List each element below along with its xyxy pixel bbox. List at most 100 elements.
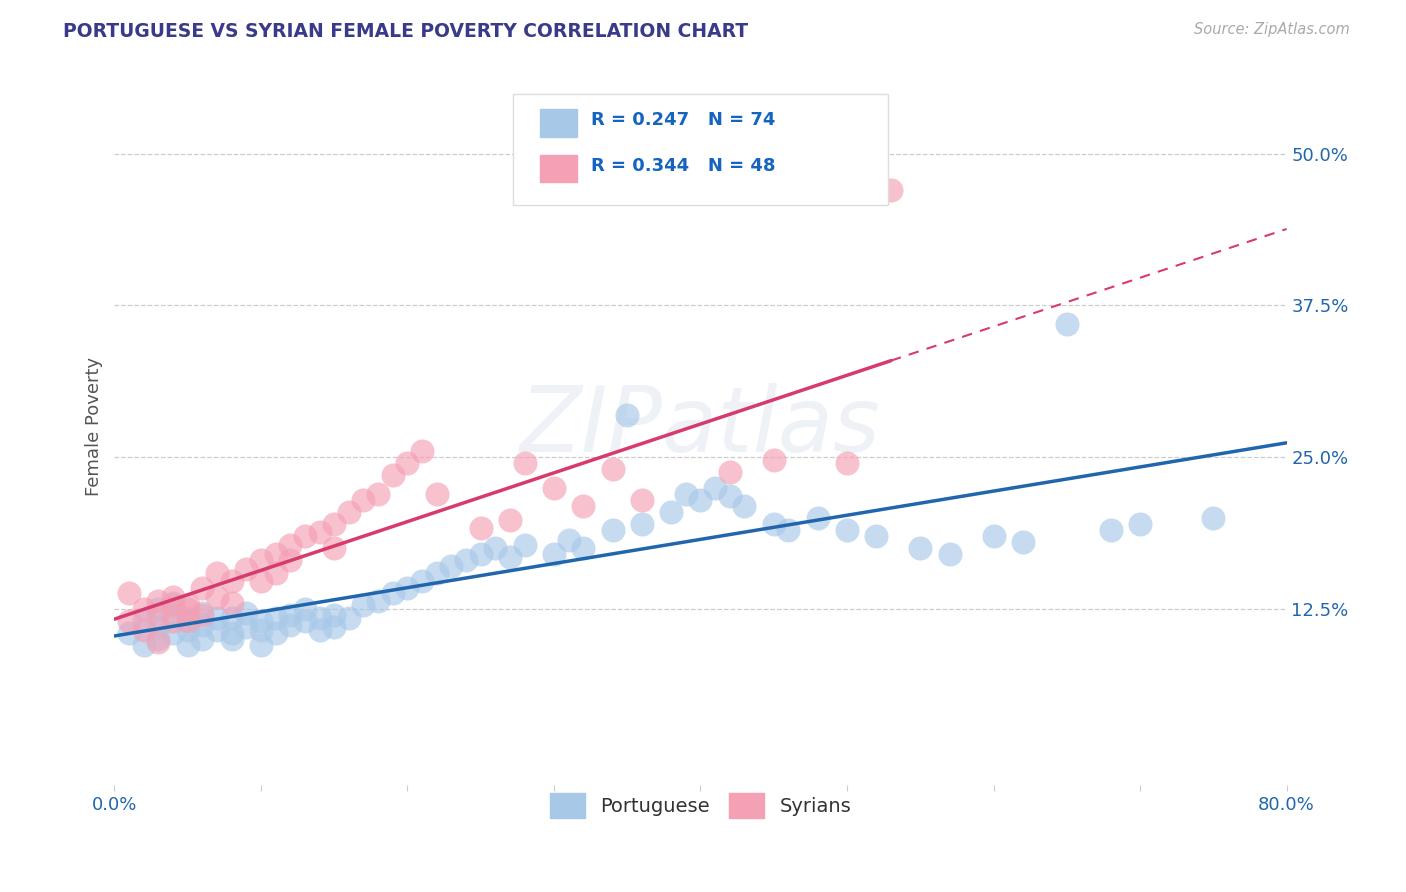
- Point: [176, 614, 198, 628]
- Point: [221, 626, 243, 640]
- Point: [264, 626, 287, 640]
- Point: [221, 632, 243, 647]
- Point: [543, 481, 565, 495]
- Point: [278, 553, 301, 567]
- Point: [308, 525, 330, 540]
- Point: [148, 635, 170, 649]
- Point: [162, 590, 184, 604]
- Point: [235, 606, 257, 620]
- Point: [470, 547, 492, 561]
- Point: [132, 639, 155, 653]
- FancyBboxPatch shape: [513, 94, 889, 204]
- Point: [148, 632, 170, 647]
- Point: [426, 486, 449, 500]
- Point: [733, 499, 755, 513]
- Point: [499, 513, 522, 527]
- Point: [718, 489, 741, 503]
- Point: [337, 610, 360, 624]
- Text: ZIPatlas: ZIPatlas: [520, 383, 882, 471]
- Point: [704, 481, 727, 495]
- Point: [323, 541, 346, 556]
- Point: [162, 596, 184, 610]
- Point: [235, 562, 257, 576]
- Point: [367, 593, 389, 607]
- Point: [631, 516, 654, 531]
- Point: [264, 610, 287, 624]
- Point: [162, 626, 184, 640]
- Point: [718, 465, 741, 479]
- Text: R = 0.344   N = 48: R = 0.344 N = 48: [592, 157, 776, 175]
- Point: [807, 511, 830, 525]
- Point: [602, 523, 624, 537]
- Point: [513, 538, 536, 552]
- Point: [118, 586, 141, 600]
- Point: [176, 639, 198, 653]
- Point: [132, 623, 155, 637]
- Point: [148, 602, 170, 616]
- Point: [176, 614, 198, 628]
- Legend: Portuguese, Syrians: Portuguese, Syrians: [541, 785, 859, 826]
- Point: [294, 614, 316, 628]
- Point: [1056, 317, 1078, 331]
- Point: [191, 632, 214, 647]
- Point: [381, 586, 404, 600]
- Point: [162, 599, 184, 613]
- Point: [880, 183, 903, 197]
- Point: [162, 614, 184, 628]
- Point: [221, 596, 243, 610]
- Point: [557, 533, 579, 547]
- Point: [176, 602, 198, 616]
- Point: [323, 608, 346, 623]
- Point: [367, 486, 389, 500]
- Point: [162, 608, 184, 623]
- Point: [148, 593, 170, 607]
- Point: [191, 606, 214, 620]
- Point: [543, 547, 565, 561]
- Point: [176, 599, 198, 613]
- Point: [411, 444, 433, 458]
- Point: [865, 529, 887, 543]
- Point: [454, 553, 477, 567]
- Point: [118, 614, 141, 628]
- Point: [132, 602, 155, 616]
- Point: [762, 452, 785, 467]
- Point: [191, 582, 214, 596]
- Point: [835, 523, 858, 537]
- Point: [250, 639, 273, 653]
- Point: [250, 553, 273, 567]
- Point: [659, 505, 682, 519]
- Point: [191, 608, 214, 623]
- Point: [778, 523, 800, 537]
- Point: [762, 516, 785, 531]
- Point: [250, 614, 273, 628]
- Point: [910, 541, 932, 556]
- Point: [148, 608, 170, 623]
- Point: [148, 620, 170, 634]
- Point: [1202, 511, 1225, 525]
- Point: [938, 547, 960, 561]
- Point: [323, 516, 346, 531]
- Point: [426, 566, 449, 580]
- Point: [1099, 523, 1122, 537]
- Point: [675, 486, 697, 500]
- Point: [499, 549, 522, 564]
- Point: [205, 610, 228, 624]
- Point: [221, 610, 243, 624]
- Point: [381, 468, 404, 483]
- Point: [294, 529, 316, 543]
- Point: [572, 541, 595, 556]
- Point: [440, 559, 463, 574]
- Point: [470, 521, 492, 535]
- Point: [191, 617, 214, 632]
- Point: [205, 566, 228, 580]
- Point: [513, 456, 536, 470]
- Point: [235, 620, 257, 634]
- Point: [278, 617, 301, 632]
- Point: [835, 456, 858, 470]
- Point: [308, 610, 330, 624]
- Point: [250, 623, 273, 637]
- Text: R = 0.247   N = 74: R = 0.247 N = 74: [592, 112, 776, 129]
- Point: [353, 492, 375, 507]
- Point: [176, 610, 198, 624]
- Point: [250, 574, 273, 588]
